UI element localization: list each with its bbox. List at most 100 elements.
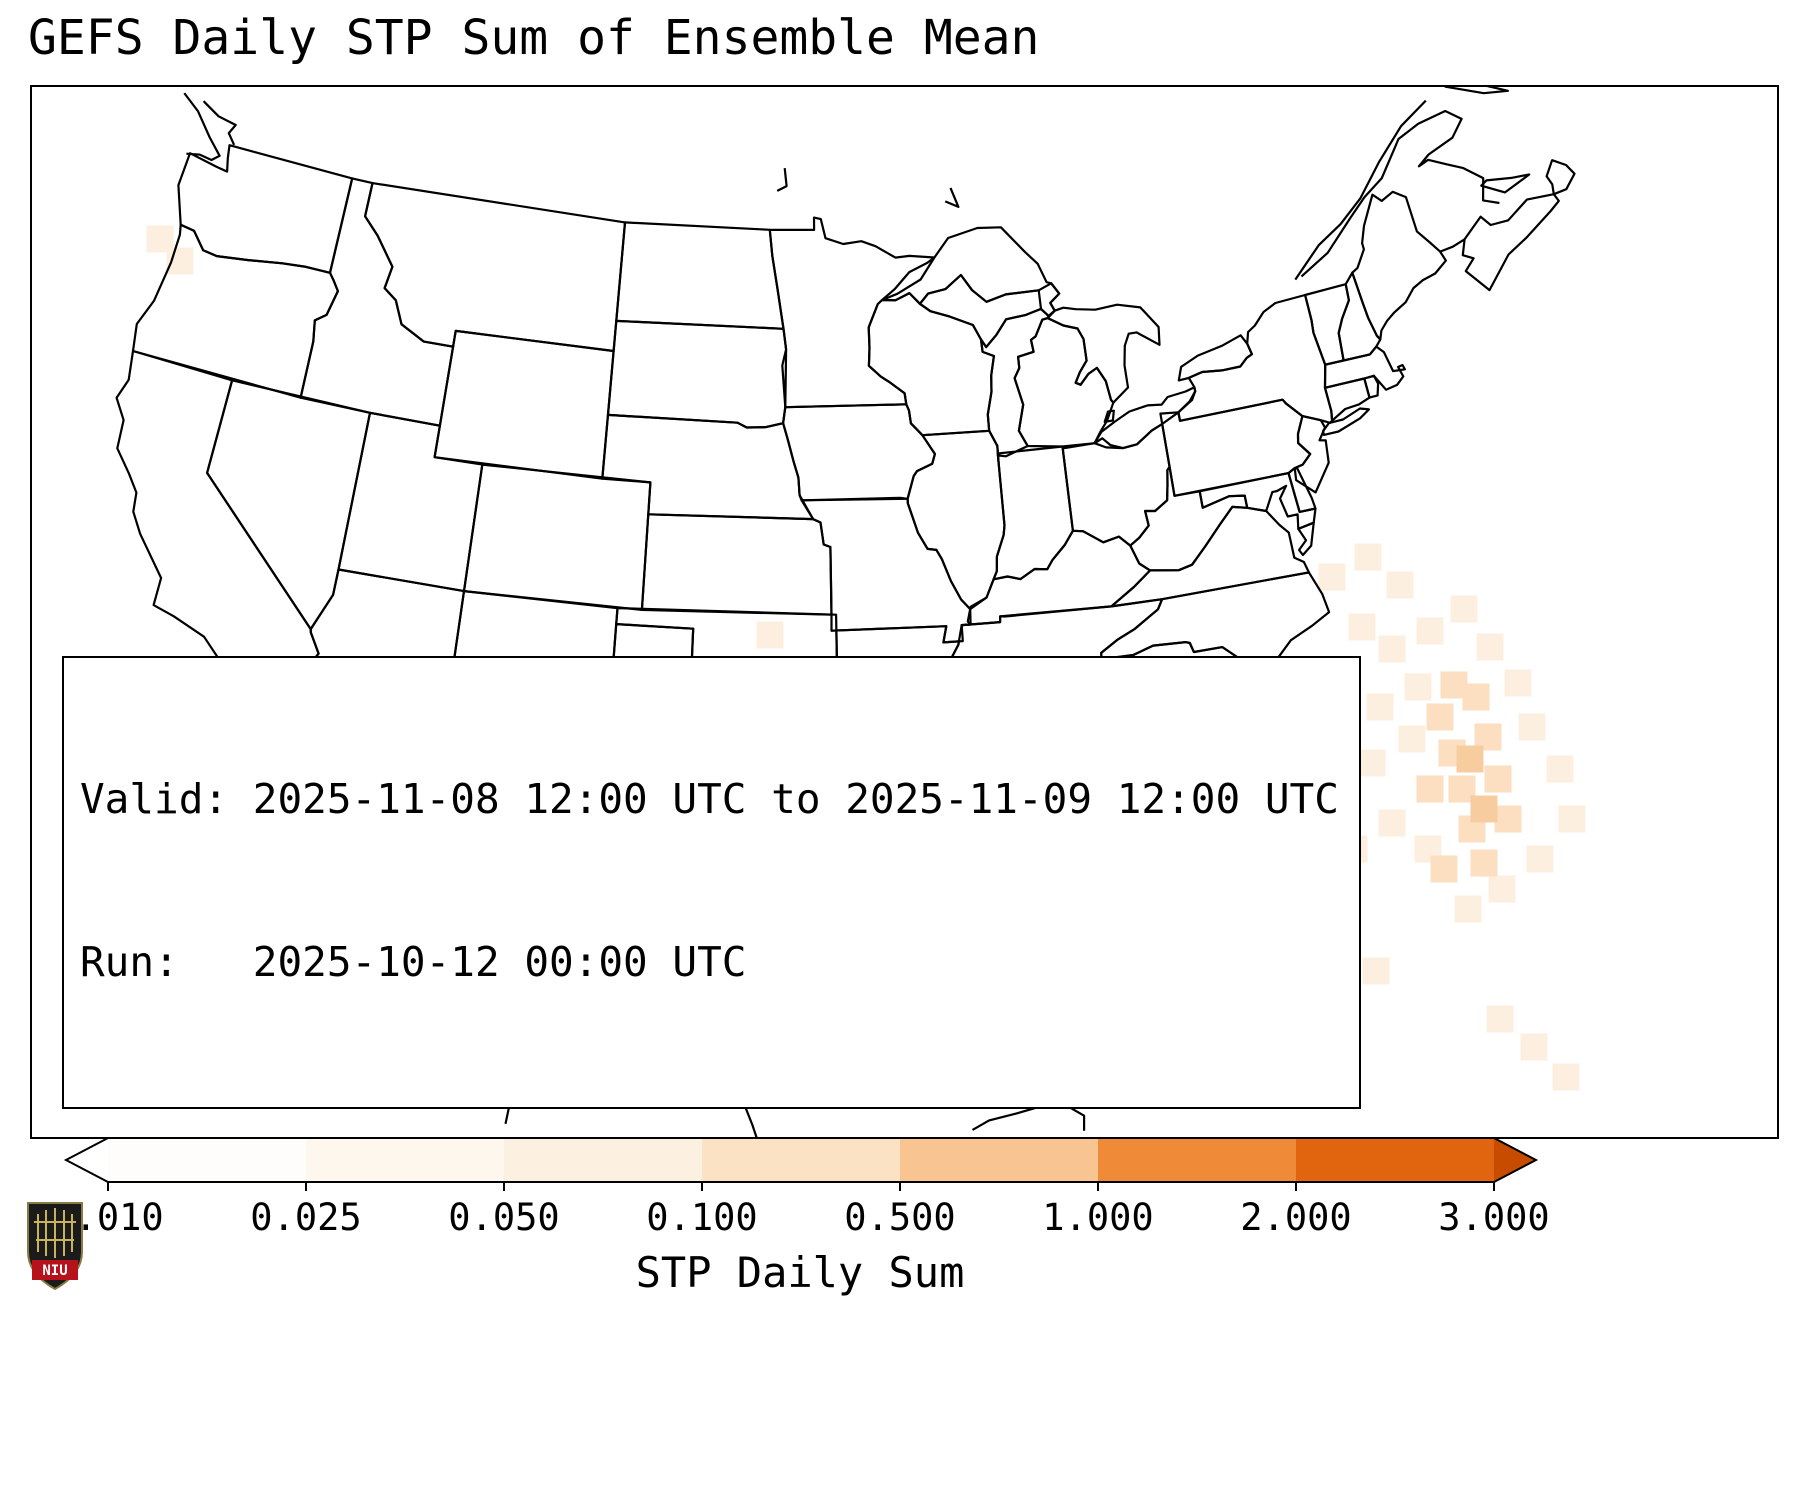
colorbar-canvas <box>63 1137 1539 1191</box>
colorbar-tick-label: 1.000 <box>1042 1196 1154 1239</box>
state-border-line <box>800 496 972 644</box>
stp-data-cell <box>1504 669 1532 697</box>
stp-data-cell <box>1378 635 1406 663</box>
stp-data-cell <box>1484 765 1512 793</box>
state-border-line <box>183 92 221 162</box>
stp-data-cell <box>1366 693 1394 721</box>
state-border-line <box>1061 422 1171 547</box>
state-border-line <box>206 379 372 631</box>
stp-data-cell <box>1398 725 1426 753</box>
state-border-line <box>1013 317 1115 448</box>
stp-data-cell <box>1526 845 1554 873</box>
state-border-line <box>364 182 627 353</box>
colorbar-segment <box>1296 1138 1494 1182</box>
state-border-line <box>1294 99 1427 281</box>
valid-time-line: Valid: 2025-11-08 12:00 UTC to 2025-11-0… <box>80 775 1339 824</box>
state-border-line <box>1159 398 1312 497</box>
state-border-line <box>299 177 455 427</box>
state-border-line <box>1297 521 1315 557</box>
logo-banner <box>32 1260 78 1280</box>
state-border-line <box>1323 345 1406 391</box>
colorbar-segment <box>504 1138 702 1182</box>
stp-data-cell <box>1404 673 1432 701</box>
stp-data-cell <box>1354 543 1382 571</box>
state-border-line <box>1444 87 1509 95</box>
state-border-line <box>606 319 788 429</box>
stp-data-cell <box>1450 595 1478 623</box>
state-border-line <box>867 292 995 437</box>
state-border-line <box>1046 303 1161 404</box>
stp-data-cell <box>756 621 784 649</box>
colorbar-tick-label: 0.025 <box>250 1196 362 1239</box>
colorbar-under-arrow <box>66 1138 108 1182</box>
state-border-line <box>944 187 960 208</box>
stp-data-cell <box>1416 617 1444 645</box>
state-border-line <box>1110 505 1310 608</box>
state-border-line <box>433 329 615 480</box>
state-border-line <box>1461 193 1560 292</box>
colorbar <box>0 1128 1803 1198</box>
stp-data-cell <box>1430 855 1458 883</box>
stp-data-cell <box>1378 809 1406 837</box>
logo-castle-icon <box>34 1208 76 1258</box>
stp-data-cell <box>1386 571 1414 599</box>
valid-run-info-box: Valid: 2025-11-08 12:00 UTC to 2025-11-0… <box>62 656 1361 1109</box>
stp-data-cell <box>1486 1005 1514 1033</box>
state-border-line <box>1293 415 1330 494</box>
colorbar-over-arrow <box>1494 1138 1536 1182</box>
stp-data-cell <box>1348 613 1376 641</box>
state-border-line <box>1103 409 1115 423</box>
stp-data-cell <box>1362 957 1390 985</box>
colorbar-segment <box>702 1138 900 1182</box>
stp-data-cell <box>1552 1063 1580 1091</box>
stp-data-cell <box>1488 875 1516 903</box>
state-border-line <box>640 513 833 616</box>
colorbar-segment <box>108 1138 306 1182</box>
state-border-line <box>601 413 815 521</box>
state-border-line <box>462 463 652 611</box>
state-border-line <box>992 445 1074 581</box>
state-border-line <box>979 307 1050 464</box>
stp-data-cell <box>1518 713 1546 741</box>
stp-data-cell <box>1454 895 1482 923</box>
stp-data-cell <box>1520 1033 1548 1061</box>
stp-data-cell <box>1318 563 1346 591</box>
stp-data-cell <box>1546 755 1574 783</box>
colorbar-tick-label: 0.500 <box>844 1196 956 1239</box>
stp-data-cell <box>1470 795 1498 823</box>
colorbar-tick-label: 0.050 <box>448 1196 560 1239</box>
stp-data-cell <box>1358 749 1386 777</box>
stp-data-cell <box>1558 805 1586 833</box>
state-border-line <box>1300 109 1500 278</box>
colorbar-axis-label: STP Daily Sum <box>635 1248 965 1297</box>
state-border-line <box>768 216 936 409</box>
state-border-line <box>337 411 484 593</box>
colorbar-segment <box>900 1138 1098 1182</box>
page-title: GEFS Daily STP Sum of Ensemble Mean <box>28 10 1040 66</box>
colorbar-tick-label: 3.000 <box>1438 1196 1550 1239</box>
state-border-line <box>1129 465 1249 572</box>
state-border-line <box>776 167 788 192</box>
state-border-line <box>115 349 320 702</box>
colorbar-segment <box>306 1138 504 1182</box>
state-border-line <box>1439 238 1466 253</box>
state-border-line <box>1351 190 1447 341</box>
stp-data-cell <box>1426 703 1454 731</box>
stp-data-cell <box>1476 633 1504 661</box>
stp-data-cell <box>1470 849 1498 877</box>
run-time-line: Run: 2025-10-12 00:00 UTC <box>80 937 747 986</box>
colorbar-tick-label: 0.100 <box>646 1196 758 1239</box>
state-border-line <box>1177 334 1253 382</box>
niu-logo: NIU <box>27 1202 83 1291</box>
stp-data-cell <box>1416 775 1444 803</box>
state-border-line <box>960 529 1152 627</box>
stp-data-cell <box>1456 745 1484 773</box>
state-border-line <box>615 221 785 330</box>
logo-text: NIU <box>42 1263 67 1279</box>
state-border-line <box>177 144 354 274</box>
map-panel: Valid: 2025-11-08 12:00 UTC to 2025-11-0… <box>30 85 1779 1139</box>
state-border-line <box>881 226 1061 318</box>
stp-data-cell <box>1440 671 1468 699</box>
state-border-line <box>202 100 237 146</box>
colorbar-tick-label: 2.000 <box>1240 1196 1352 1239</box>
